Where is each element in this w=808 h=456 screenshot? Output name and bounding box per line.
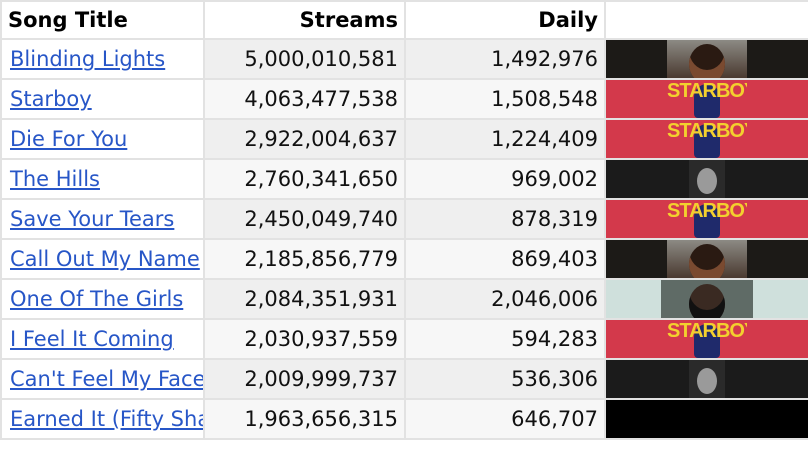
table-row: The Hills 2,760,341,650 969,002 — [0, 158, 808, 200]
song-title-link[interactable]: Save Your Tears — [10, 207, 175, 231]
streams-cell: 2,009,999,737 — [203, 358, 406, 400]
song-title-link[interactable]: Blinding Lights — [10, 47, 166, 71]
album-art-cell: STARBOY — [604, 198, 808, 240]
album-art-starboy: STARBOY — [667, 81, 747, 117]
daily-cell: 1,224,409 — [404, 118, 606, 160]
daily-cell: 646,707 — [404, 398, 606, 440]
header-streams[interactable]: Streams — [203, 0, 406, 40]
song-title-link[interactable]: Call Out My Name — [10, 247, 200, 271]
table-row: Earned It (Fifty Shades of Grey) 1,963,6… — [0, 398, 808, 440]
streams-cell: 2,450,049,740 — [203, 198, 406, 240]
song-title-cell: One Of The Girls — [0, 278, 205, 320]
song-title-link[interactable]: I Feel It Coming — [10, 327, 174, 351]
table-row: Starboy 4,063,477,538 1,508,548 STARBOY — [0, 78, 808, 120]
album-art-dawn-fm — [661, 281, 753, 317]
song-title-link[interactable]: Can't Feel My Face — [10, 367, 204, 391]
album-art-cell — [604, 158, 808, 200]
album-art-beauty-behind-the-madness — [689, 361, 725, 397]
streams-cell: 2,922,004,637 — [203, 118, 406, 160]
daily-cell: 878,319 — [404, 198, 606, 240]
streams-cell: 2,185,856,779 — [203, 238, 406, 280]
daily-cell: 969,002 — [404, 158, 606, 200]
streams-cell: 4,063,477,538 — [203, 78, 406, 120]
song-title-link[interactable]: Starboy — [10, 87, 92, 111]
album-art-starboy: STARBOY — [667, 121, 747, 157]
song-title-link[interactable]: The Hills — [10, 167, 100, 191]
album-art-cell — [604, 278, 808, 320]
header-row: Song Title Streams Daily — [0, 0, 808, 40]
album-art-cell — [604, 38, 808, 80]
header-song-title[interactable]: Song Title — [0, 0, 205, 40]
song-title-link[interactable]: Earned It (Fifty Shades of Grey) — [10, 407, 202, 431]
song-title-cell: Can't Feel My Face — [0, 358, 205, 400]
table-row: One Of The Girls 2,084,351,931 2,046,006 — [0, 278, 808, 320]
daily-cell: 594,283 — [404, 318, 606, 360]
song-title-link[interactable]: One Of The Girls — [10, 287, 184, 311]
table-row: I Feel It Coming 2,030,937,559 594,283 S… — [0, 318, 808, 360]
album-art-cell: STARBOY — [604, 118, 808, 160]
song-title-cell: Earned It (Fifty Shades of Grey) — [0, 398, 205, 440]
streams-cell: 5,000,010,581 — [203, 38, 406, 80]
table-row: Die For You 2,922,004,637 1,224,409 STAR… — [0, 118, 808, 160]
daily-cell: 1,492,976 — [404, 38, 606, 80]
song-title-link[interactable]: Die For You — [10, 127, 128, 151]
song-title-cell: Starboy — [0, 78, 205, 120]
album-art-starboy: STARBOY — [667, 201, 747, 237]
streams-cell: 1,963,656,315 — [203, 398, 406, 440]
daily-cell: 536,306 — [404, 358, 606, 400]
album-art-cell: STARBOY — [604, 318, 808, 360]
album-art-cell — [604, 238, 808, 280]
streams-cell: 2,030,937,559 — [203, 318, 406, 360]
daily-cell: 1,508,548 — [404, 78, 606, 120]
table-row: Save Your Tears 2,450,049,740 878,319 ST… — [0, 198, 808, 240]
streams-cell: 2,760,341,650 — [203, 158, 406, 200]
song-title-cell: Save Your Tears — [0, 198, 205, 240]
header-art — [604, 0, 808, 40]
table-row: Call Out My Name 2,185,856,779 869,403 — [0, 238, 808, 280]
album-art-cell: STARBOY — [604, 78, 808, 120]
song-title-cell: I Feel It Coming — [0, 318, 205, 360]
song-title-cell: The Hills — [0, 158, 205, 200]
song-title-cell: Blinding Lights — [0, 38, 205, 80]
song-title-cell: Die For You — [0, 118, 205, 160]
streams-cell: 2,084,351,931 — [203, 278, 406, 320]
album-art-starboy: STARBOY — [667, 321, 747, 357]
album-art-cell — [604, 358, 808, 400]
album-art-cell — [604, 398, 808, 440]
daily-cell: 2,046,006 — [404, 278, 606, 320]
table-row: Can't Feel My Face 2,009,999,737 536,306 — [0, 358, 808, 400]
song-title-cell: Call Out My Name — [0, 238, 205, 280]
header-daily[interactable]: Daily — [404, 0, 606, 40]
daily-cell: 869,403 — [404, 238, 606, 280]
album-art-beauty-behind-the-madness — [689, 161, 725, 197]
songs-table: Song Title Streams Daily Blinding Lights… — [0, 0, 808, 440]
album-art-after-hours — [667, 41, 747, 77]
table-row: Blinding Lights 5,000,010,581 1,492,976 — [0, 38, 808, 80]
album-art-after-hours — [667, 241, 747, 277]
